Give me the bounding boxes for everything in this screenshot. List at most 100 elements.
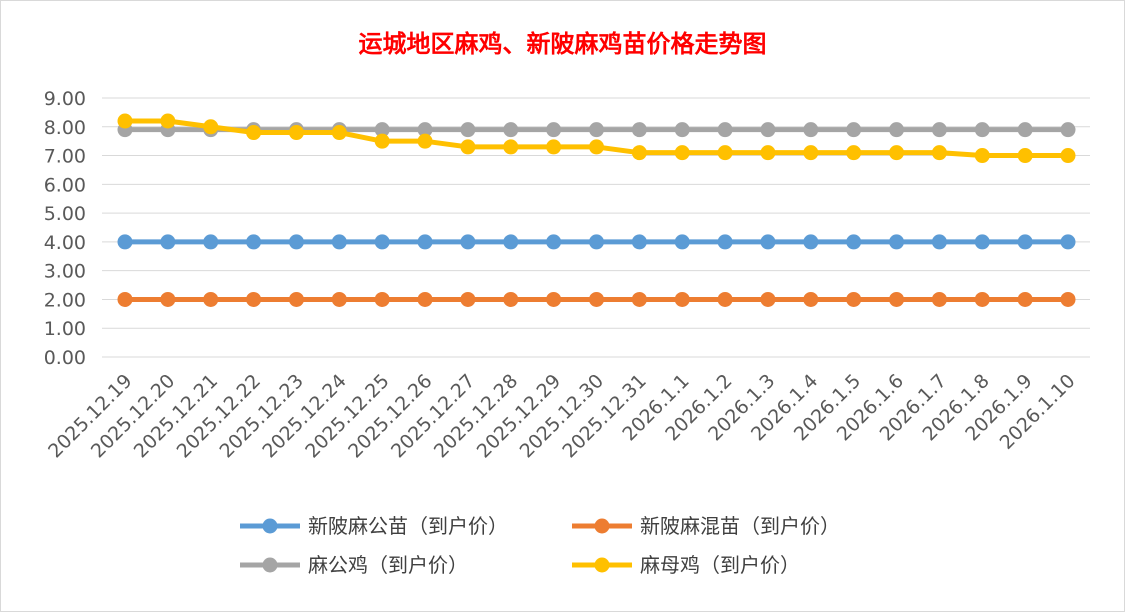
legend-marker [594,557,610,573]
data-point [1060,148,1076,164]
data-point [117,113,133,129]
data-point [931,291,947,307]
data-point [374,234,390,250]
y-tick-label: 8.00 [44,117,86,139]
y-tick-label: 4.00 [44,232,86,254]
data-point [674,122,690,138]
data-point [160,291,176,307]
data-point [717,122,733,138]
data-point [889,291,905,307]
data-point [760,122,776,138]
legend-marker [262,557,278,573]
legend-label: 麻公鸡（到户价） [308,553,468,577]
data-point [417,122,433,138]
data-point [1017,291,1033,307]
data-point [460,291,476,307]
data-point [503,139,519,155]
data-point [631,234,647,250]
data-point [674,291,690,307]
data-point [674,234,690,250]
data-point [846,291,862,307]
data-point [974,122,990,138]
data-point [760,234,776,250]
legend-marker [594,518,610,534]
y-tick-label: 2.00 [44,289,86,311]
data-point [546,122,562,138]
data-point [246,291,262,307]
data-point [503,234,519,250]
data-point [288,291,304,307]
y-tick-label: 5.00 [44,203,86,225]
series-2 [117,291,1076,307]
data-point [846,145,862,161]
data-point [1060,291,1076,307]
legend-item: 麻母鸡（到户价） [572,553,800,577]
data-point [1017,122,1033,138]
data-point [1017,234,1033,250]
x-axis-ticks: 2025.12.192025.12.202025.12.212025.12.22… [44,370,1079,462]
data-point [631,145,647,161]
legend-label: 新陂麻混苗（到户价） [640,514,840,538]
data-point [674,145,690,161]
data-point [203,119,219,135]
data-point [331,234,347,250]
data-point [117,234,133,250]
y-tick-label: 0.00 [44,347,86,369]
data-point [589,234,604,250]
data-point [931,234,947,250]
legend-label: 新陂麻公苗（到户价） [308,514,508,538]
series-layer [117,113,1076,307]
data-point [160,234,176,250]
data-point [717,291,733,307]
data-point [288,234,304,250]
y-axis-ticks: 0.00 1.00 2.00 3.00 4.00 5.00 6.00 7.00 8.00 9.00 [44,88,86,369]
data-point [203,291,219,307]
series-3 [117,122,1076,138]
data-point [760,145,776,161]
data-point [1017,148,1033,164]
data-point [631,291,647,307]
data-point [246,125,262,141]
data-point [203,234,219,250]
data-point [717,145,733,161]
data-point [246,234,262,250]
y-tick-label: 9.00 [44,88,86,110]
data-point [974,234,990,250]
data-point [460,122,476,138]
y-tick-label: 3.00 [44,261,86,283]
legend-item: 新陂麻公苗（到户价） [240,514,508,538]
data-point [931,145,947,161]
data-point [974,148,990,164]
data-point [631,122,647,138]
data-point [889,145,905,161]
data-point [546,234,562,250]
y-tick-label: 6.00 [44,174,86,196]
data-point [417,291,433,307]
data-point [803,291,819,307]
data-point [717,234,733,250]
data-point [974,291,990,307]
legend: 新陂麻公苗（到户价） 新陂麻混苗（到户价） 麻公鸡（到户价） 麻母鸡（到户价） [240,514,840,577]
data-point [117,291,133,307]
data-point [589,291,604,307]
data-point [589,122,604,138]
data-point [503,291,519,307]
y-tick-label: 7.00 [44,146,86,168]
series-1 [117,234,1076,250]
data-point [417,133,433,149]
data-point [460,234,476,250]
y-tick-label: 1.00 [44,318,86,340]
data-point [889,234,905,250]
data-point [160,113,176,129]
data-point [1060,234,1076,250]
data-point [803,145,819,161]
data-point [803,234,819,250]
data-point [374,133,390,149]
legend-item: 麻公鸡（到户价） [240,553,468,577]
chart-title: 运城地区麻鸡、新陂麻鸡苗价格走势图 [358,29,767,58]
data-point [760,291,776,307]
data-point [460,139,476,155]
data-point [846,234,862,250]
data-point [546,139,562,155]
